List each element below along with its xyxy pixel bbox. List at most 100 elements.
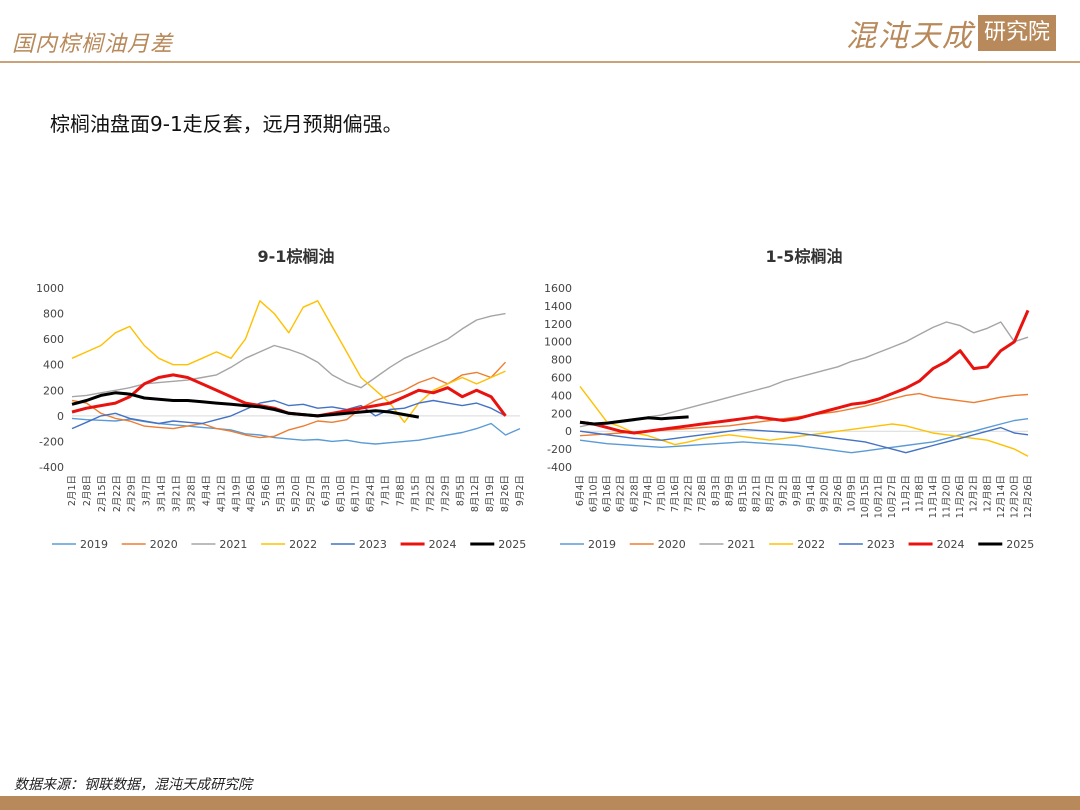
y-tick-label: -400 [547,461,572,474]
y-tick-label: 1600 [544,282,572,295]
x-tick-label: 4月12日 [216,475,227,512]
x-tick-label: 11月26日 [955,475,966,518]
x-tick-label: 7月29日 [440,475,451,512]
y-tick-label: 200 [551,407,572,420]
x-tick-label: 9月2日 [515,475,526,506]
series-line-2020 [579,392,1029,437]
x-tick-label: 10月9日 [847,475,858,512]
x-tick-label: 6月3日 [321,475,332,506]
chart-1-5-palm-oil: 1-5棕榈油 -400 -200 0 200 400 600 800 1000 1200 1400 1… [544,247,1034,551]
x-tick-label: 8月21日 [751,475,762,512]
x-tick-label: 7月22日 [425,475,436,512]
y-tick-label: -200 [39,435,64,448]
legend-label-2020: 2020 [150,538,178,551]
x-tick-label: 3月28日 [186,475,197,512]
legend-label-2025: 2025 [1006,538,1034,551]
x-tick-label: 11月20日 [942,475,953,518]
x-tick-label: 9月2日 [779,475,790,506]
y-tick-label: 1000 [36,282,64,295]
x-tick-label: 8月5日 [455,475,466,506]
series-line-2025 [579,415,689,426]
x-tick-label: 6月4日 [575,475,586,506]
x-tick-label: 6月24日 [366,475,377,512]
company-logo: 混沌天成 研究院 [846,14,1056,54]
x-tick-label: 5月6日 [261,475,272,506]
x-tick-label: 8月15日 [738,475,749,512]
x-tick-label: 8月9日 [724,475,735,506]
y-tick-label: 400 [43,359,64,372]
footer-bar [0,796,1080,810]
x-tick-label: 10月21日 [874,475,885,518]
summary-text: 棕榈油盘面9-1走反套，远月预期偏强。 [50,112,403,136]
x-tick-label: 7月15日 [410,475,421,512]
x-tick-label: 8月26日 [500,475,511,512]
series-line-2023 [71,399,506,430]
x-tick-label: 12月20日 [1009,475,1020,518]
chart-title: 1-5棕榈油 [766,247,843,266]
x-tick-label: 6月10日 [336,475,347,512]
series-line-2021 [579,321,1029,428]
x-tick-label: 7月22日 [684,475,695,512]
legend-label-2024: 2024 [429,538,457,551]
x-tick-label: 4月19日 [231,475,242,512]
series-line-2019 [579,418,1029,454]
legend-label-2020: 2020 [658,538,686,551]
x-tick-label: 8月19日 [485,475,496,512]
y-tick-label: 1400 [544,300,572,313]
x-tick-label: 12月2日 [969,475,980,512]
y-tick-label: 200 [43,384,64,397]
x-tick-label: 7月8日 [396,475,407,506]
x-tick-label: 8月27日 [765,475,776,512]
chart-9-1-palm-oil: 9-1棕榈油 -400 -200 0 200 400 600 800 1000 2月1日 2月8日 2… [36,247,526,551]
series-line-2020 [71,361,507,439]
x-tick-label: 7月1日 [381,475,392,506]
x-tick-label: 9月14日 [806,475,817,512]
data-source-note: 数据来源：钢联数据，混沌天成研究院 [14,777,252,793]
x-tick-label: 6月22日 [616,475,627,512]
x-tick-label: 8月3日 [711,475,722,506]
series-line-2022 [71,300,506,424]
y-tick-label: 800 [551,354,572,367]
x-tick-label: 2月22日 [112,475,123,512]
x-tick-label: 7月4日 [643,475,654,506]
x-tick-label: 9月26日 [833,475,844,512]
x-tick-label: 10月15日 [860,475,871,518]
logo-sub-text: 研究院 [977,15,1056,51]
y-tick-label: 800 [43,308,64,321]
x-tick-label: 6月28日 [629,475,640,512]
x-tick-label: 2月8日 [82,475,93,506]
legend-label-2021: 2021 [727,538,755,551]
x-tick-label: 2月29日 [127,475,138,512]
series-line-2023 [579,426,1029,454]
x-tick-label: 3月21日 [172,475,183,512]
x-tick-label: 2月15日 [97,475,108,512]
x-tick-label: 9月8日 [792,475,803,506]
x-tick-label: 5月13日 [276,475,287,512]
legend-label-2025: 2025 [498,538,526,551]
x-tick-label: 6月16日 [602,475,613,512]
x-tick-label: 12月14日 [996,475,1007,518]
chart-title: 9-1棕榈油 [258,247,335,266]
legend-label-2023: 2023 [867,538,895,551]
page-title: 国内棕榈油月差 [12,32,174,57]
series-line-2022 [579,385,1029,457]
series-line-2019 [71,417,521,445]
y-tick-label: 400 [551,389,572,402]
header: 国内棕榈油月差 混沌天成 研究院 [0,0,1080,66]
x-tick-label: 12月26日 [1023,475,1034,518]
x-tick-label: 2月1日 [67,475,78,506]
x-tick-label: 6月17日 [351,475,362,512]
x-tick-label: 4月4日 [201,475,212,506]
x-tick-label: 11月8日 [914,475,925,512]
y-tick-label: 0 [565,425,572,438]
x-tick-label: 10月27日 [887,475,898,518]
y-tick-label: 600 [43,333,64,346]
legend-label-2024: 2024 [937,538,965,551]
x-tick-label: 12月8日 [982,475,993,512]
x-tick-label: 7月28日 [697,475,708,512]
y-tick-label: -400 [39,461,64,474]
series-line-2025 [71,391,420,419]
x-tick-label: 3月14日 [157,475,168,512]
y-tick-label: 600 [551,372,572,385]
legend-label-2021: 2021 [219,538,247,551]
